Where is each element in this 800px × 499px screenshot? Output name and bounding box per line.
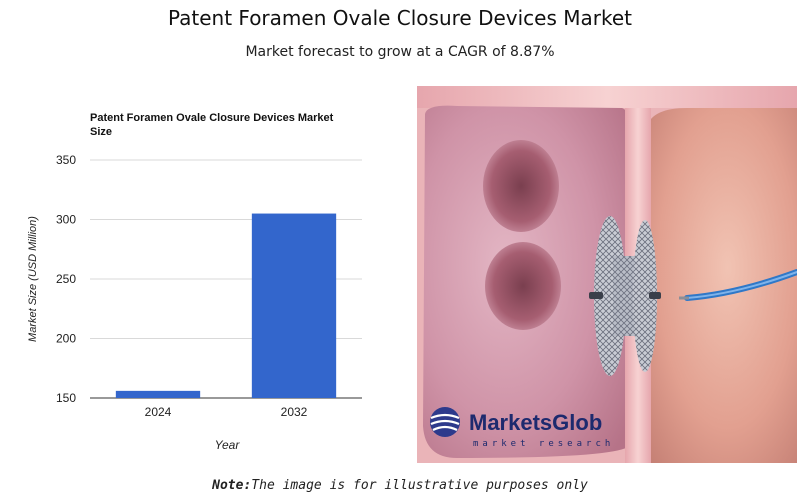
chart-title-line2: Size [90,126,112,138]
y-tick-label: 350 [56,153,76,167]
heart-septum-occluder-icon: MarketsGlob market research [417,86,797,463]
y-tick-label: 250 [56,272,76,286]
page-title: Patent Foramen Ovale Closure Devices Mar… [167,6,633,30]
x-tick-label: 2032 [281,405,308,419]
heart-illustration: MarketsGlob market research [417,86,797,463]
note-text: The image is for illustrative purposes o… [251,478,588,493]
y-tick-label: 300 [56,213,76,227]
x-tick-label: 2024 [145,405,172,419]
y-axis-ticks: 150 200 250 300 350 [56,153,76,405]
footer-note: Note:The image is for illustrative purpo… [0,478,800,493]
x-axis-ticks: 2024 2032 [145,405,308,419]
bar-2024 [115,390,201,398]
note-label: Note: [212,478,252,493]
brand-tagline: market research [473,439,614,449]
page-subtitle: Market forecast to grow at a CAGR of 8.8… [245,44,555,60]
x-axis-label: Year [215,438,241,452]
bar-2032 [251,213,337,398]
chart-bars [115,213,337,398]
y-axis-label: Market Size (USD Million) [27,216,39,342]
y-tick-label: 200 [56,332,76,346]
brand-logo-text: MarketsGlob [469,410,602,435]
chart-title-line1: Patent Foramen Ovale Closure Devices Mar… [90,112,334,124]
y-tick-label: 150 [56,391,76,405]
market-size-chart: Patent Foramen Ovale Closure Devices Mar… [27,112,362,452]
